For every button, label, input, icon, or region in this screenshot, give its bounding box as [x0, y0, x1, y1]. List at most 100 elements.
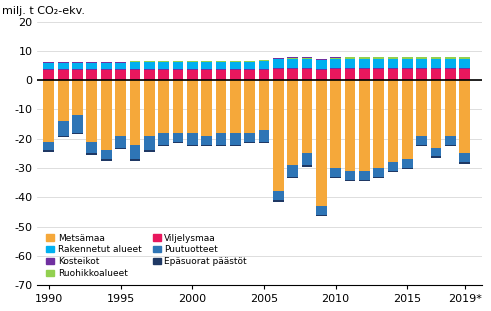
- Bar: [187, 61, 197, 62]
- Bar: [459, 69, 470, 80]
- Bar: [402, 80, 412, 159]
- Bar: [216, 80, 226, 133]
- Bar: [86, 153, 97, 155]
- Bar: [316, 59, 327, 60]
- Bar: [130, 159, 140, 161]
- Bar: [431, 59, 441, 68]
- Bar: [86, 69, 97, 70]
- Bar: [144, 61, 155, 62]
- Bar: [158, 61, 169, 62]
- Bar: [373, 59, 384, 68]
- Bar: [301, 58, 312, 59]
- Bar: [431, 58, 441, 59]
- Bar: [44, 80, 54, 142]
- Bar: [402, 159, 412, 168]
- Bar: [359, 68, 370, 69]
- Bar: [445, 136, 456, 145]
- Bar: [359, 171, 370, 180]
- Bar: [158, 133, 169, 145]
- Bar: [273, 69, 284, 80]
- Bar: [416, 145, 427, 146]
- Bar: [316, 80, 327, 206]
- Bar: [387, 58, 398, 59]
- Bar: [230, 133, 241, 145]
- Bar: [144, 151, 155, 152]
- Bar: [72, 115, 83, 133]
- Bar: [216, 145, 226, 146]
- Bar: [72, 69, 83, 70]
- Bar: [44, 151, 54, 152]
- Bar: [273, 59, 284, 68]
- Bar: [230, 61, 241, 62]
- Bar: [359, 57, 370, 58]
- Bar: [244, 62, 255, 69]
- Bar: [416, 80, 427, 136]
- Bar: [230, 62, 241, 69]
- Bar: [287, 68, 298, 69]
- Bar: [172, 133, 183, 142]
- Bar: [259, 142, 269, 143]
- Bar: [201, 61, 212, 62]
- Bar: [130, 145, 140, 159]
- Bar: [187, 62, 197, 69]
- Bar: [187, 133, 197, 145]
- Bar: [345, 57, 355, 58]
- Bar: [402, 69, 412, 80]
- Bar: [359, 180, 370, 181]
- Bar: [86, 70, 97, 80]
- Bar: [345, 171, 355, 180]
- Bar: [187, 80, 197, 133]
- Bar: [115, 69, 126, 70]
- Bar: [273, 191, 284, 200]
- Bar: [115, 147, 126, 149]
- Bar: [316, 206, 327, 215]
- Bar: [72, 63, 83, 69]
- Bar: [402, 58, 412, 59]
- Bar: [172, 142, 183, 143]
- Bar: [373, 69, 384, 80]
- Bar: [244, 61, 255, 62]
- Bar: [201, 69, 212, 70]
- Bar: [216, 61, 226, 62]
- Bar: [72, 62, 83, 63]
- Bar: [115, 136, 126, 147]
- Bar: [416, 57, 427, 58]
- Bar: [431, 57, 441, 58]
- Bar: [301, 69, 312, 80]
- Bar: [301, 59, 312, 68]
- Bar: [216, 69, 226, 70]
- Bar: [301, 68, 312, 69]
- Bar: [158, 69, 169, 70]
- Bar: [459, 58, 470, 59]
- Bar: [387, 80, 398, 162]
- Bar: [244, 80, 255, 133]
- Text: milj. t CO₂-ekv.: milj. t CO₂-ekv.: [2, 7, 85, 16]
- Bar: [72, 70, 83, 80]
- Bar: [158, 62, 169, 69]
- Bar: [144, 80, 155, 136]
- Bar: [459, 80, 470, 153]
- Bar: [115, 63, 126, 69]
- Bar: [373, 57, 384, 58]
- Bar: [273, 200, 284, 202]
- Bar: [101, 69, 111, 70]
- Bar: [259, 130, 269, 142]
- Bar: [301, 165, 312, 167]
- Bar: [101, 70, 111, 80]
- Bar: [158, 80, 169, 133]
- Bar: [287, 177, 298, 178]
- Bar: [316, 69, 327, 70]
- Bar: [44, 63, 54, 69]
- Bar: [187, 70, 197, 80]
- Bar: [345, 68, 355, 69]
- Bar: [373, 177, 384, 178]
- Bar: [201, 80, 212, 136]
- Bar: [273, 68, 284, 69]
- Bar: [130, 80, 140, 145]
- Bar: [316, 60, 327, 69]
- Bar: [144, 136, 155, 151]
- Bar: [416, 69, 427, 80]
- Bar: [101, 151, 111, 159]
- Bar: [301, 80, 312, 153]
- Bar: [58, 63, 69, 69]
